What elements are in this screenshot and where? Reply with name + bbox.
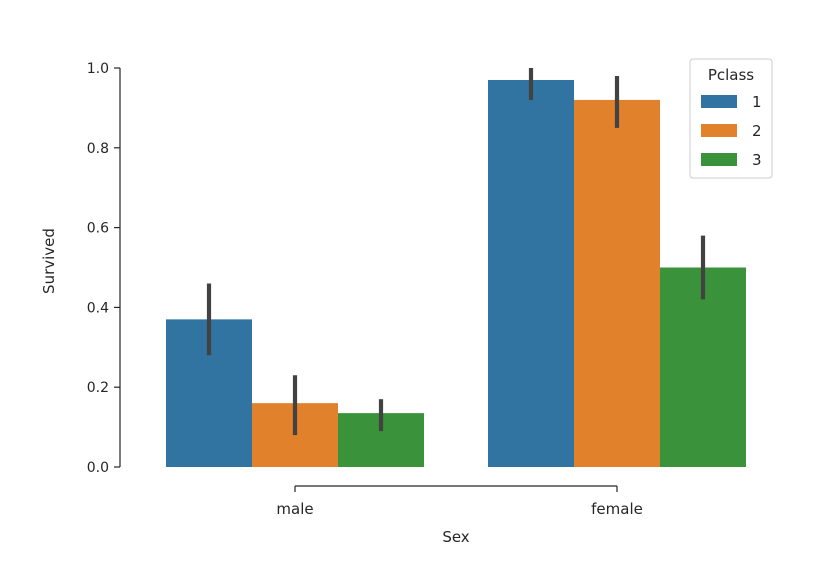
bar-female-pclass-1 <box>488 79 574 467</box>
legend-frame <box>689 58 773 179</box>
bars-layer <box>166 79 746 468</box>
x-tick-label-female: female <box>591 500 643 518</box>
y-axis: 0.0 0.2 0.4 0.6 0.8 1.0 Survived <box>40 61 121 476</box>
x-ticks: male female <box>276 486 643 518</box>
y-ticks: 0.0 0.2 0.4 0.6 0.8 1.0 <box>87 61 120 476</box>
legend-swatch-pclass-3 <box>701 153 737 166</box>
bar-female-pclass-2 <box>574 99 660 468</box>
legend-label-pclass-3: 3 <box>752 151 762 169</box>
y-tick-label: 0.8 <box>87 141 109 157</box>
legend-swatch-pclass-1 <box>701 95 737 108</box>
legend-items: 1 2 3 <box>701 93 762 169</box>
legend-title: Pclass <box>708 66 754 84</box>
y-tick-label: 0.6 <box>87 221 109 237</box>
y-tick-label: 0.4 <box>87 300 109 316</box>
legend-label-pclass-2: 2 <box>752 122 762 140</box>
legend-swatch-pclass-2 <box>701 124 737 137</box>
x-tick-label-male: male <box>276 500 313 518</box>
legend: Pclass 1 2 3 <box>689 58 773 179</box>
legend-label-pclass-1: 1 <box>752 93 762 111</box>
bar-female-pclass-3 <box>660 267 746 467</box>
x-axis: male female Sex <box>276 485 643 546</box>
y-tick-label: 0.2 <box>87 380 109 396</box>
y-tick-label: 1.0 <box>87 61 109 77</box>
y-tick-label: 0.0 <box>87 460 109 476</box>
x-axis-label: Sex <box>442 528 469 546</box>
error-bars-layer <box>206 68 706 436</box>
y-axis-label: Survived <box>40 228 58 294</box>
